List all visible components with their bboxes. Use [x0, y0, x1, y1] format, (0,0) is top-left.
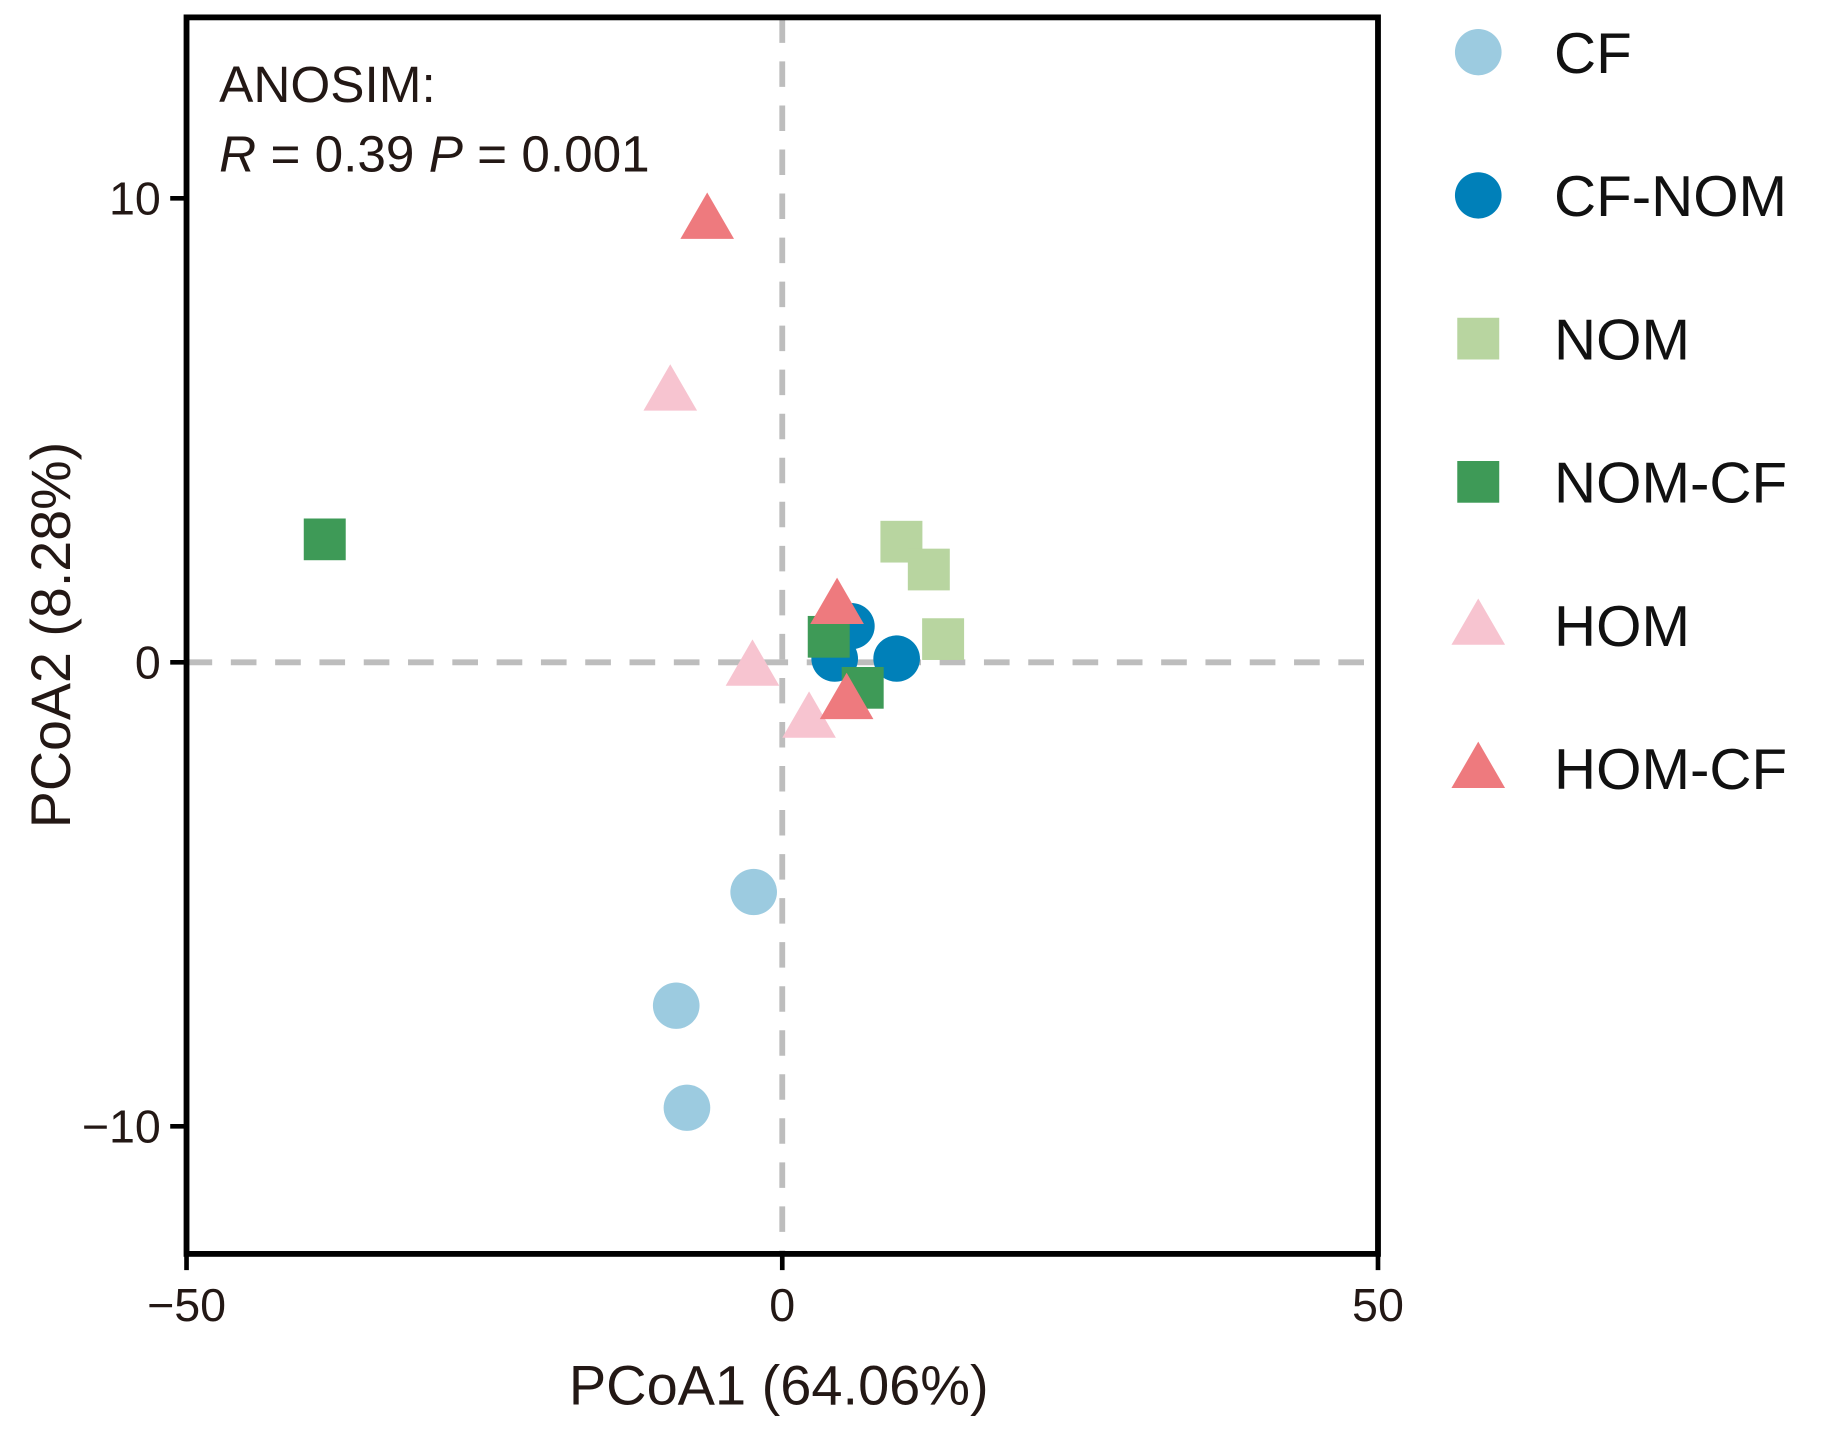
x-axis-title: PCoA1 (64.06%): [569, 1354, 989, 1417]
p-value: = 0.001: [463, 126, 650, 183]
x-tick-label: −50: [147, 1279, 226, 1331]
point-cf: [663, 1084, 711, 1131]
r-value: = 0.39: [256, 126, 428, 183]
point-cf: [652, 982, 700, 1029]
point-nom: [907, 548, 950, 591]
legend-marker-cf: [1454, 28, 1502, 76]
anosim-stats: R = 0.39 P = 0.001: [219, 126, 649, 183]
point-nom-cf: [303, 518, 346, 561]
y-axis-title: PCoA2 (8.28%): [19, 442, 82, 828]
axis-ticks: −50 0 50 −10 0 10: [82, 173, 1404, 1331]
point-hom: [643, 364, 698, 411]
point-hom: [725, 639, 780, 686]
x-tick-label: 0: [769, 1279, 795, 1331]
legend-label-cf-nom: CF-NOM: [1554, 164, 1787, 229]
x-tick-label: 50: [1352, 1279, 1404, 1331]
r-label: R: [219, 126, 256, 183]
y-tick-label: 0: [135, 637, 161, 689]
point-nom: [922, 618, 965, 660]
point-hom: [782, 691, 836, 738]
legend-label-nom: NOM: [1554, 308, 1690, 373]
legend-label-cf: CF: [1554, 21, 1632, 86]
reference-lines: [186, 17, 1378, 1254]
point-hom-cf: [819, 672, 874, 720]
legend-label-hom-cf: HOM-CF: [1554, 737, 1787, 802]
legend-marker-nom-cf: [1457, 460, 1500, 503]
y-tick-label: 10: [109, 173, 161, 225]
legend-marker-hom-cf: [1451, 741, 1506, 789]
legend: CF CF-NOM NOM NOM-CF HOM HOM-CF: [1451, 21, 1787, 802]
point-cf-nom: [873, 635, 920, 682]
data-points: [303, 192, 965, 1131]
y-tick-label: −10: [82, 1101, 161, 1153]
point-hom-cf: [810, 577, 864, 625]
legend-marker-cf-nom: [1454, 172, 1502, 219]
legend-marker-hom: [1451, 598, 1506, 645]
legend-label-nom-cf: NOM-CF: [1554, 451, 1787, 516]
legend-marker-nom: [1457, 317, 1500, 360]
point-cf: [730, 868, 777, 916]
legend-label-hom: HOM: [1554, 594, 1690, 659]
point-hom-cf: [680, 192, 735, 239]
p-label: P: [429, 126, 463, 183]
anosim-title: ANOSIM:: [219, 56, 436, 113]
